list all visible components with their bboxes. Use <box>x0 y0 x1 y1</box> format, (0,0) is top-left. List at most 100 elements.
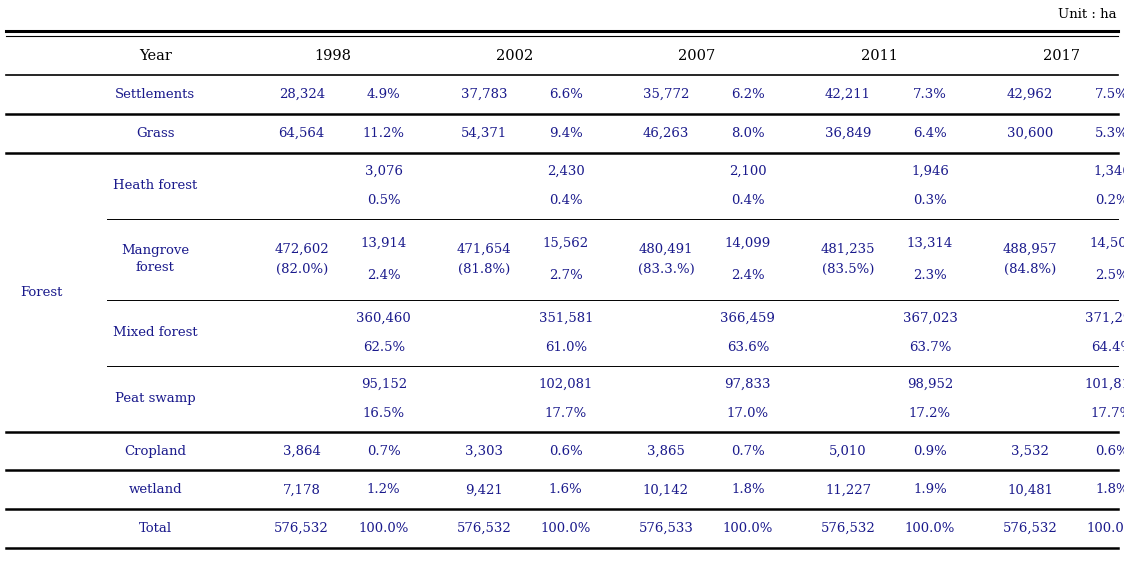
Text: 351,581: 351,581 <box>538 312 593 325</box>
Text: 9,421: 9,421 <box>465 483 502 496</box>
Text: 0.6%: 0.6% <box>1095 445 1124 457</box>
Text: 62.5%: 62.5% <box>363 341 405 354</box>
Text: Peat swamp: Peat swamp <box>115 392 196 405</box>
Text: 2.3%: 2.3% <box>913 269 946 282</box>
Text: 0.7%: 0.7% <box>366 445 400 457</box>
Text: 8.0%: 8.0% <box>731 127 764 140</box>
Text: 367,023: 367,023 <box>903 312 958 325</box>
Text: 95,152: 95,152 <box>361 378 407 391</box>
Text: 471,654: 471,654 <box>456 243 511 256</box>
Text: 14,099: 14,099 <box>725 237 771 250</box>
Text: 17.7%: 17.7% <box>1091 407 1124 420</box>
Text: 1.9%: 1.9% <box>913 483 946 496</box>
Text: Grass: Grass <box>136 127 174 140</box>
Text: 576,532: 576,532 <box>274 522 329 535</box>
Text: 1.8%: 1.8% <box>1095 483 1124 496</box>
Text: 101,815: 101,815 <box>1085 378 1124 391</box>
Text: (84.8%): (84.8%) <box>1004 262 1057 275</box>
Text: Unit : ha: Unit : ha <box>1058 8 1116 21</box>
Text: 17.0%: 17.0% <box>727 407 769 420</box>
Text: 15,562: 15,562 <box>543 237 589 250</box>
Text: 17.7%: 17.7% <box>545 407 587 420</box>
Text: 6.6%: 6.6% <box>549 88 582 101</box>
Text: 0.2%: 0.2% <box>1095 194 1124 207</box>
Text: 100.0%: 100.0% <box>905 522 955 535</box>
Text: 42,962: 42,962 <box>1007 88 1053 101</box>
Text: 54,371: 54,371 <box>461 127 507 140</box>
Text: 472,602: 472,602 <box>274 243 329 256</box>
Text: 2017: 2017 <box>1043 49 1079 63</box>
Text: 11.2%: 11.2% <box>363 127 405 140</box>
Text: 36,849: 36,849 <box>825 127 871 140</box>
Text: 3,303: 3,303 <box>465 445 502 457</box>
Text: 1.6%: 1.6% <box>549 483 582 496</box>
Text: (81.8%): (81.8%) <box>457 262 510 275</box>
Text: 100.0%: 100.0% <box>723 522 773 535</box>
Text: (83.3.%): (83.3.%) <box>637 262 695 275</box>
Text: 2.4%: 2.4% <box>366 269 400 282</box>
Text: 102,081: 102,081 <box>538 378 593 391</box>
Text: 576,532: 576,532 <box>456 522 511 535</box>
Text: 2,100: 2,100 <box>729 165 767 178</box>
Text: 2011: 2011 <box>861 49 897 63</box>
Text: Settlements: Settlements <box>115 88 196 101</box>
Text: 17.2%: 17.2% <box>909 407 951 420</box>
Text: 97,833: 97,833 <box>725 378 771 391</box>
Text: 46,263: 46,263 <box>643 127 689 140</box>
Text: 2,430: 2,430 <box>547 165 584 178</box>
Text: 1998: 1998 <box>315 49 351 63</box>
Text: 1.2%: 1.2% <box>366 483 400 496</box>
Text: 30,600: 30,600 <box>1007 127 1053 140</box>
Text: 480,491: 480,491 <box>638 243 694 256</box>
Text: 10,142: 10,142 <box>643 483 689 496</box>
Text: Year: Year <box>138 49 172 63</box>
Text: Forest: Forest <box>20 285 63 299</box>
Text: (83.5%): (83.5%) <box>822 262 874 275</box>
Text: 3,532: 3,532 <box>1012 445 1049 457</box>
Text: 371,293: 371,293 <box>1085 312 1124 325</box>
Text: 63.7%: 63.7% <box>909 341 951 354</box>
Text: 98,952: 98,952 <box>907 378 953 391</box>
Text: 7.3%: 7.3% <box>913 88 946 101</box>
Text: Total: Total <box>138 522 172 535</box>
Text: 100.0%: 100.0% <box>1087 522 1124 535</box>
Text: 63.6%: 63.6% <box>727 341 769 354</box>
Text: 3,864: 3,864 <box>283 445 320 457</box>
Text: Mangrove
forest: Mangrove forest <box>121 244 189 274</box>
Text: Mixed forest: Mixed forest <box>112 327 198 339</box>
Text: 0.6%: 0.6% <box>549 445 582 457</box>
Text: 0.3%: 0.3% <box>913 194 946 207</box>
Text: 13,314: 13,314 <box>907 237 953 250</box>
Text: 28,324: 28,324 <box>279 88 325 101</box>
Text: 10,481: 10,481 <box>1007 483 1053 496</box>
Text: Cropland: Cropland <box>124 445 187 457</box>
Text: 1,346: 1,346 <box>1094 165 1124 178</box>
Text: 64,564: 64,564 <box>279 127 325 140</box>
Text: 2.7%: 2.7% <box>549 269 582 282</box>
Text: 1.8%: 1.8% <box>731 483 764 496</box>
Text: 61.0%: 61.0% <box>545 341 587 354</box>
Text: 35,772: 35,772 <box>643 88 689 101</box>
Text: 2.5%: 2.5% <box>1095 269 1124 282</box>
Text: 14,503: 14,503 <box>1089 237 1124 250</box>
Text: 100.0%: 100.0% <box>359 522 409 535</box>
Text: 37,783: 37,783 <box>461 88 507 101</box>
Text: 7.5%: 7.5% <box>1095 88 1124 101</box>
Text: 9.4%: 9.4% <box>549 127 582 140</box>
Text: 1,946: 1,946 <box>912 165 949 178</box>
Text: 3,076: 3,076 <box>364 165 402 178</box>
Text: 6.4%: 6.4% <box>913 127 946 140</box>
Text: 11,227: 11,227 <box>825 483 871 496</box>
Text: 13,914: 13,914 <box>361 237 407 250</box>
Text: 576,532: 576,532 <box>821 522 876 535</box>
Text: 481,235: 481,235 <box>821 243 876 256</box>
Text: 16.5%: 16.5% <box>363 407 405 420</box>
Text: 2002: 2002 <box>496 49 534 63</box>
Text: 4.9%: 4.9% <box>366 88 400 101</box>
Text: 0.9%: 0.9% <box>913 445 946 457</box>
Text: 0.5%: 0.5% <box>366 194 400 207</box>
Text: 64.4%: 64.4% <box>1091 341 1124 354</box>
Text: 576,533: 576,533 <box>638 522 694 535</box>
Text: 7,178: 7,178 <box>283 483 320 496</box>
Text: 0.4%: 0.4% <box>549 194 582 207</box>
